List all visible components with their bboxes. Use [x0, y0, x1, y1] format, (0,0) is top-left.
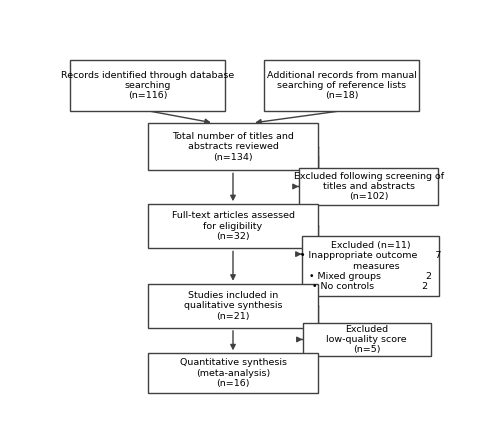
Text: Quantitative synthesis
(meta-analysis)
(n=16): Quantitative synthesis (meta-analysis) (…	[180, 358, 286, 388]
FancyBboxPatch shape	[302, 236, 440, 296]
Text: Additional records from manual
searching of reference lists
(n=18): Additional records from manual searching…	[266, 71, 416, 101]
FancyBboxPatch shape	[148, 283, 318, 328]
FancyBboxPatch shape	[299, 168, 438, 205]
Text: Full-text articles assessed
for eligibility
(n=32): Full-text articles assessed for eligibil…	[172, 211, 294, 241]
FancyBboxPatch shape	[70, 60, 226, 111]
Text: Excluded
low-quality score
(n=5): Excluded low-quality score (n=5)	[326, 324, 407, 354]
Text: Records identified through database
searching
(n=116): Records identified through database sear…	[61, 71, 234, 101]
FancyBboxPatch shape	[264, 60, 419, 111]
FancyBboxPatch shape	[303, 324, 430, 356]
Text: Excluded following screening of
titles and abstracts
(n=102): Excluded following screening of titles a…	[294, 172, 444, 202]
Text: Excluded (n=11)
• Inappropriate outcome      7
    measures
• Mixed groups      : Excluded (n=11) • Inappropriate outcome …	[300, 241, 442, 291]
Text: Studies included in
qualitative synthesis
(n=21): Studies included in qualitative synthesi…	[184, 291, 282, 321]
Text: Total number of titles and
abstracts reviewed
(n=134): Total number of titles and abstracts rev…	[172, 132, 294, 162]
FancyBboxPatch shape	[148, 123, 318, 170]
FancyBboxPatch shape	[148, 353, 318, 393]
FancyBboxPatch shape	[148, 204, 318, 248]
